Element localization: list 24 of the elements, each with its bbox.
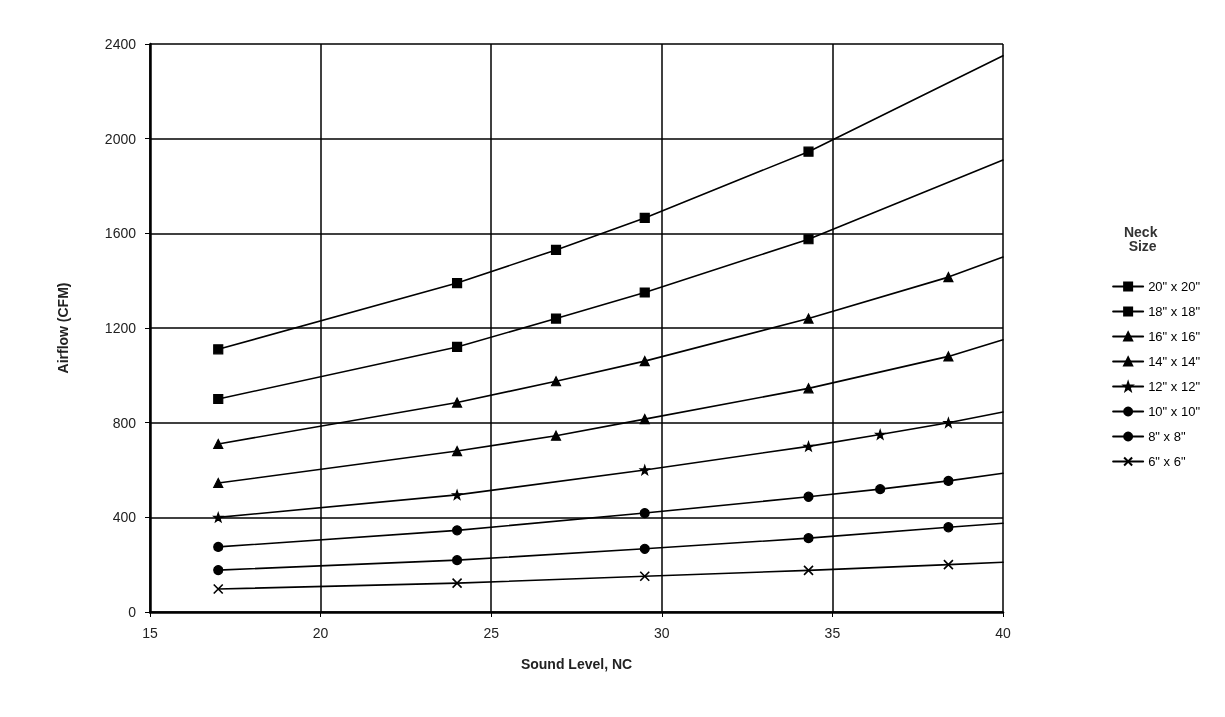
- y-tick-label: 0: [128, 604, 137, 620]
- legend-label: 12" x 12": [1148, 379, 1201, 394]
- legend-label: 14" x 14": [1148, 354, 1201, 369]
- legend-label: 8" x 8": [1148, 429, 1186, 444]
- x-tick-label: 20: [312, 625, 329, 641]
- legend-label: 10" x 10": [1148, 404, 1201, 419]
- y-tick-label: 400: [112, 509, 137, 526]
- legend-label: 20" x 20": [1148, 279, 1201, 294]
- x-tick-label: 40: [995, 625, 1011, 641]
- x-axis-title: Sound Level, NC: [520, 656, 633, 672]
- x-tick-label: 30: [654, 625, 670, 641]
- legend-label: 6" x 6": [1148, 454, 1186, 469]
- y-tick-label: 800: [112, 414, 137, 431]
- y-tick-label: 2000: [104, 130, 137, 147]
- y-tick-label: 1600: [104, 225, 137, 242]
- x-tick-label: 25: [483, 625, 500, 641]
- y-tick-label: 2400: [104, 36, 137, 52]
- x-tick-label: 35: [824, 625, 841, 641]
- legend-label: 16" x 16": [1148, 329, 1201, 344]
- legend-label: 18" x 18": [1148, 304, 1201, 319]
- legend-title: Neck Size: [1123, 224, 1162, 254]
- x-tick-label: 15: [142, 625, 158, 641]
- y-axis-title: Airflow (CFM): [55, 282, 71, 374]
- y-tick-label: 1200: [104, 320, 137, 336]
